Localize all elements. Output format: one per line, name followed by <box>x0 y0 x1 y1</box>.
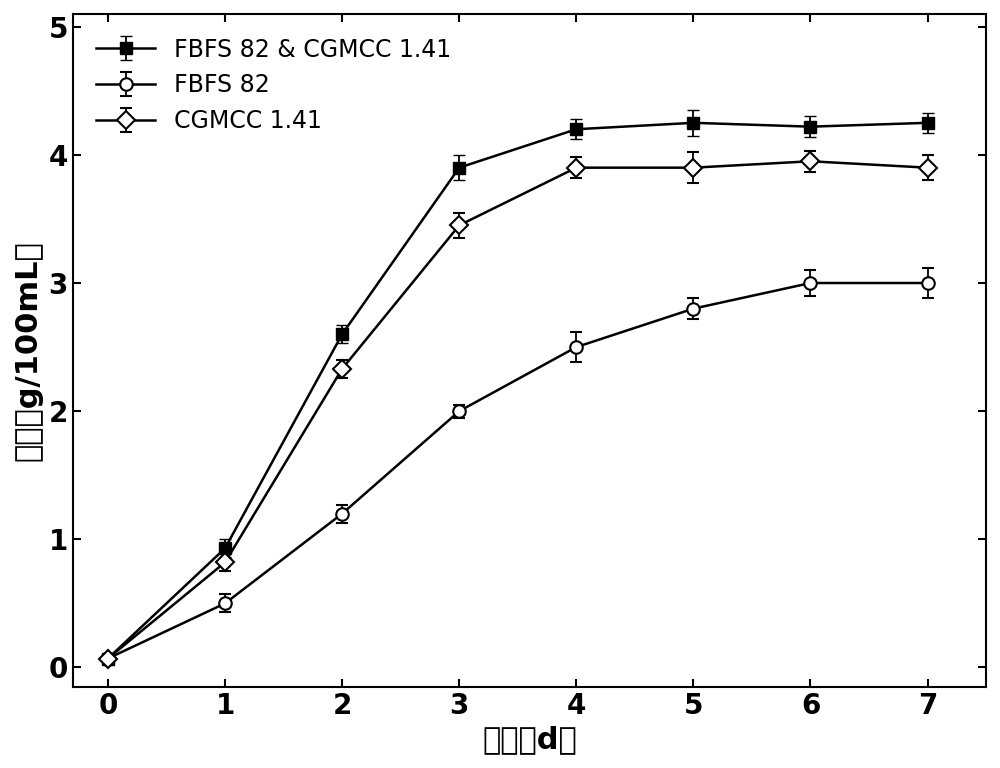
Legend: FBFS 82 & CGMCC 1.41, FBFS 82, CGMCC 1.41: FBFS 82 & CGMCC 1.41, FBFS 82, CGMCC 1.4… <box>85 25 463 145</box>
X-axis label: 时间（d）: 时间（d） <box>482 725 577 754</box>
Y-axis label: 总酸（g/100mL）: 总酸（g/100mL） <box>14 240 43 461</box>
